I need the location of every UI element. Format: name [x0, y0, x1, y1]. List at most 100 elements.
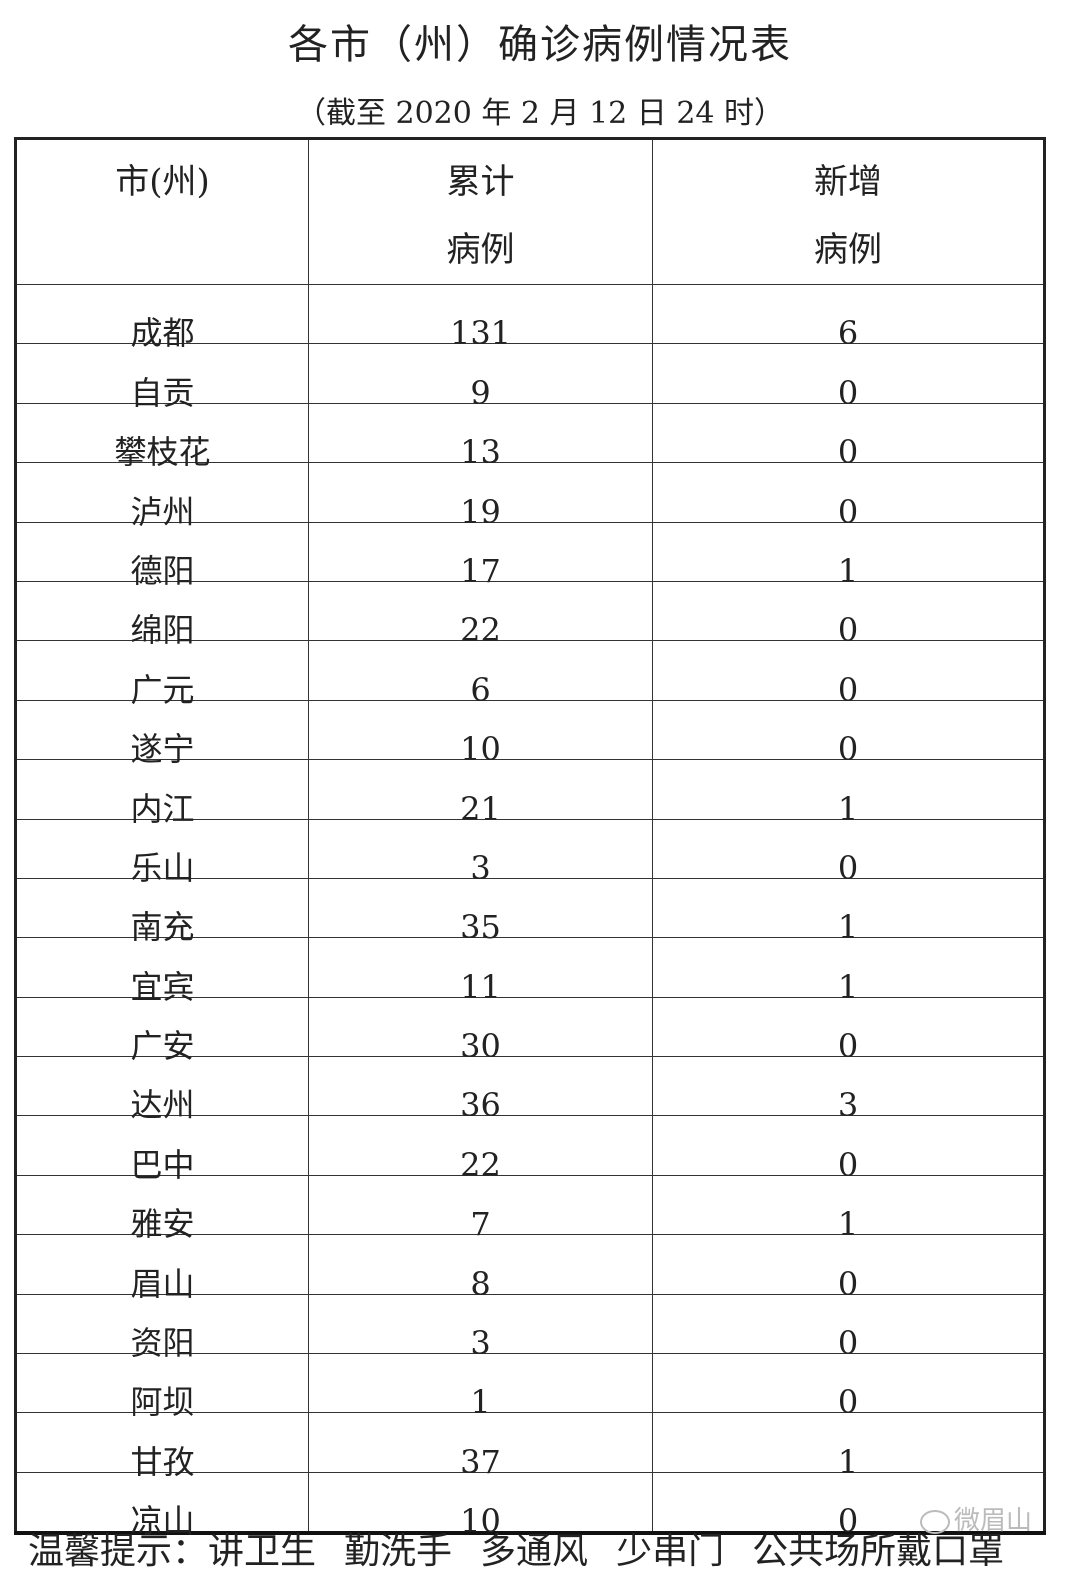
new-cell-text: 0 [837, 492, 859, 531]
cumulative-cell-text: 10 [460, 1502, 501, 1541]
table-row: 达州 36 3 [15, 1056, 1045, 1121]
new-cell: 1 [652, 877, 1045, 943]
new-cell-text: 6 [837, 314, 859, 353]
city-cell: 南充 [15, 877, 309, 943]
new-cell: 0 [652, 1234, 1045, 1300]
new-cell-text: 1 [837, 1442, 859, 1481]
cumulative-cell: 6 [308, 640, 653, 706]
cumulative-cell-text: 22 [460, 611, 501, 650]
page-subtitle: （截至 2020 年 2 月 12 日 24 时） [295, 96, 785, 131]
cumulative-cell-text: 1 [470, 1383, 491, 1422]
footer-label: 温馨提示： [28, 1531, 209, 1572]
header-cumulative-line1: 累计 [446, 162, 515, 202]
new-cell-text: 1 [837, 908, 859, 947]
city-cell: 泸州 [15, 462, 309, 528]
header-new-line2: 病例 [814, 230, 882, 270]
header-new-line1: 新增 [814, 162, 882, 202]
cumulative-cell: 10 [308, 1471, 653, 1537]
header-cumulative: 累计 病例 [308, 138, 653, 285]
cumulative-cell-text: 3 [470, 848, 491, 887]
city-cell-text: 资阳 [130, 1324, 195, 1363]
city-cell: 资阳 [15, 1293, 309, 1359]
cumulative-cell: 9 [308, 343, 653, 409]
cumulative-cell: 3 [308, 818, 653, 884]
new-cell: 0 [652, 818, 1045, 884]
cumulative-cell-text: 35 [460, 908, 501, 947]
cumulative-cell: 3 [308, 1293, 653, 1359]
cumulative-cell-text: 30 [460, 1027, 501, 1066]
new-cell: 0 [652, 462, 1045, 528]
new-cell: 0 [652, 640, 1045, 706]
footer-tips: 温馨提示：讲卫生 勤洗手 多通风 少串门 公共场所戴口罩 [28, 1522, 1032, 1574]
new-cell-text: 0 [837, 1502, 859, 1541]
new-cell-text: 0 [837, 1264, 859, 1303]
new-cell: 0 [652, 996, 1045, 1062]
new-cell-text: 0 [837, 373, 859, 412]
city-cell-text: 南充 [130, 908, 195, 947]
tip: 讲卫生 [208, 1531, 317, 1572]
cumulative-cell-text: 3 [470, 1324, 491, 1363]
cumulative-cell-text: 9 [470, 373, 491, 412]
new-cell-text: 0 [837, 670, 859, 709]
table-row: 攀枝花 13 0 [15, 402, 1045, 468]
new-cell: 0 [652, 1115, 1045, 1181]
cumulative-cell: 22 [308, 1115, 653, 1181]
cumulative-cell: 1 [308, 1353, 653, 1418]
table-row: 巴中 22 0 [15, 1115, 1045, 1181]
city-cell: 宜宾 [15, 937, 309, 1003]
new-cell-text: 0 [837, 1027, 859, 1066]
city-cell: 阿坝 [15, 1353, 309, 1418]
city-cell: 攀枝花 [15, 402, 309, 468]
cumulative-cell: 8 [308, 1234, 653, 1300]
city-cell: 雅安 [15, 1174, 309, 1240]
cumulative-cell: 17 [308, 521, 653, 587]
city-cell: 巴中 [15, 1115, 309, 1181]
new-cell-text: 3 [837, 1086, 859, 1125]
cumulative-cell-text: 22 [460, 1145, 501, 1184]
header-new: 新增 病例 [652, 138, 1045, 285]
new-cell-text: 0 [837, 433, 859, 472]
cumulative-cell-text: 11 [460, 967, 501, 1006]
watermark: 微眉山 [920, 1500, 1032, 1537]
city-cell: 广安 [15, 996, 309, 1062]
city-cell-text: 内江 [130, 789, 195, 828]
new-cell: 0 [652, 1293, 1045, 1359]
cumulative-cell: 7 [308, 1174, 653, 1240]
cumulative-cell-text: 6 [470, 670, 491, 709]
new-cell: 0 [652, 343, 1045, 409]
city-cell-text: 绵阳 [130, 611, 195, 650]
cumulative-cell-text: 7 [470, 1205, 491, 1244]
new-cell: 0 [652, 1471, 1045, 1537]
new-cell: 0 [652, 1353, 1045, 1418]
city-cell: 甘孜 [15, 1412, 309, 1478]
cumulative-cell: 21 [308, 759, 653, 825]
new-cell: 1 [652, 1174, 1045, 1240]
city-cell: 广元 [15, 640, 309, 706]
cumulative-cell-text: 36 [460, 1086, 501, 1125]
cumulative-cell: 131 [308, 283, 653, 349]
city-cell: 德阳 [15, 521, 309, 587]
city-cell: 遂宁 [15, 699, 309, 765]
cumulative-cell-text: 17 [460, 551, 501, 590]
city-cell: 眉山 [15, 1234, 309, 1300]
wechat-icon [920, 1509, 950, 1534]
new-cell-text: 0 [837, 1324, 859, 1363]
cumulative-cell-text: 8 [470, 1264, 491, 1303]
page-title: 各市（州）确诊病例情况表 [288, 22, 792, 68]
city-cell-text: 达州 [130, 1086, 195, 1125]
new-cell: 1 [652, 1412, 1045, 1478]
new-cell: 0 [652, 580, 1045, 646]
table-row: 雅安 7 1 [15, 1174, 1045, 1240]
cumulative-cell: 10 [308, 699, 653, 765]
table-row: 绵阳 22 0 [15, 580, 1045, 646]
new-cell: 0 [652, 699, 1045, 765]
table-row: 乐山 3 0 [15, 818, 1045, 884]
header-city-label: 市(州) [115, 162, 210, 202]
city-cell-text: 自贡 [130, 373, 195, 412]
table-row: 自贡 9 0 [15, 343, 1045, 409]
new-cell: 6 [652, 283, 1045, 349]
new-cell: 1 [652, 937, 1045, 1003]
tip: 少串门 [616, 1531, 725, 1572]
new-cell: 0 [652, 402, 1045, 468]
cases-table: 市(州) 累计 病例 新增 病例 成都 131 6 自贡 9 0 攀枝花 13 0 泸州 19 0 德阳 17… [14, 137, 1046, 1537]
